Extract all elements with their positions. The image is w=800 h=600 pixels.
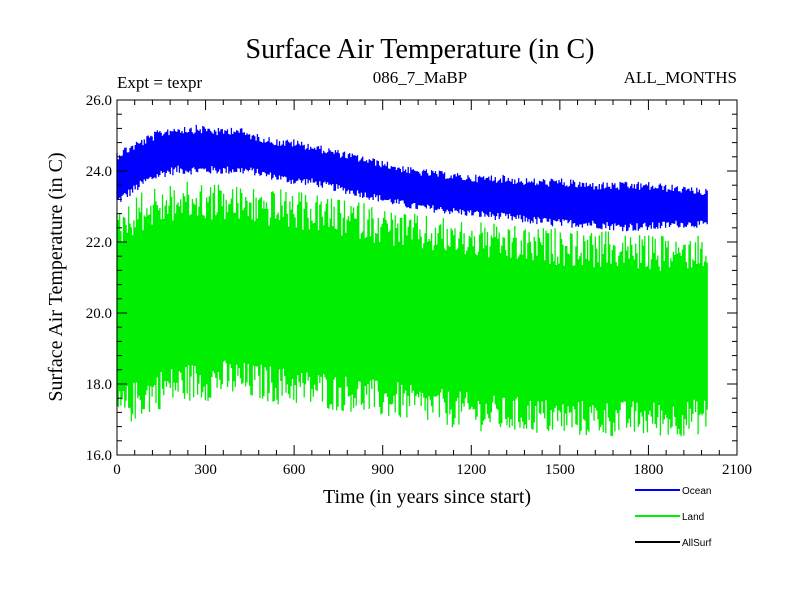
x-tick-label: 2100 bbox=[722, 462, 752, 478]
y-axis-label: Surface Air Temperature (in C) bbox=[45, 152, 67, 401]
x-tick-label: 900 bbox=[371, 462, 394, 478]
x-tick-label: 600 bbox=[283, 462, 306, 478]
y-tick-label: 20.0 bbox=[86, 306, 112, 322]
x-tick-label: 300 bbox=[194, 462, 217, 478]
legend: Ocean Land AllSurf bbox=[635, 486, 712, 549]
y-tick-label: 16.0 bbox=[86, 448, 112, 464]
axes-layer bbox=[116, 99, 738, 456]
x-axis-label: Time (in years since start) bbox=[323, 486, 531, 508]
y-tick-label: 24.0 bbox=[86, 164, 112, 180]
x-tick-label: 1500 bbox=[545, 462, 575, 478]
x-tick-label: 0 bbox=[113, 462, 121, 478]
legend-label-allsurf: AllSurf bbox=[682, 538, 712, 549]
subtitle-months: ALL_MONTHS bbox=[624, 68, 737, 87]
y-tick-label: 26.0 bbox=[86, 93, 112, 109]
series-layer bbox=[116, 124, 708, 437]
y-tick-label: 22.0 bbox=[86, 235, 112, 251]
legend-label-land: Land bbox=[682, 512, 704, 523]
chart-title: Surface Air Temperature (in C) bbox=[246, 34, 595, 65]
series-ocean-line bbox=[116, 124, 708, 232]
x-tick-label: 1800 bbox=[633, 462, 663, 478]
subtitle-run: 086_7_MaBP bbox=[373, 68, 467, 87]
plot-frame bbox=[116, 99, 738, 456]
ticks-layer: 0 300 600 900 1200 1500 1800 2100 16.0 18.0 20.0 22… bbox=[86, 93, 752, 478]
subtitle-experiment: Expt = texpr bbox=[117, 73, 202, 92]
x-tick-label: 1200 bbox=[456, 462, 486, 478]
legend-label-ocean: Ocean bbox=[682, 486, 711, 497]
y-tick-label: 18.0 bbox=[86, 377, 112, 393]
